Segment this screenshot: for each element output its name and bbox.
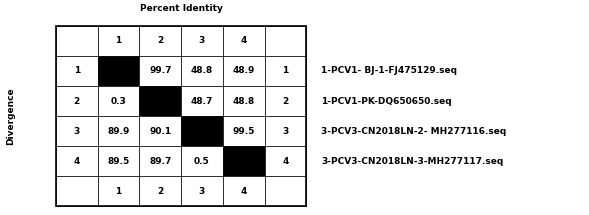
Text: 3: 3 [74,127,80,136]
Bar [140,86,181,116]
Text: 1: 1 [115,187,122,196]
Text: 2: 2 [74,97,80,106]
Text: 2: 2 [157,36,163,45]
Text: 0.3: 0.3 [111,97,127,106]
Text: 48.8: 48.8 [191,66,213,75]
Bar [223,56,264,86]
Text: 89.5: 89.5 [107,157,130,166]
Bar [98,26,140,56]
Text: 4: 4 [74,157,80,166]
Bar [140,176,181,206]
Bar [56,176,98,206]
Bar [140,116,181,146]
Bar [98,56,140,86]
Text: Divergence: Divergence [6,87,15,145]
Bar [223,86,264,116]
Text: 89.7: 89.7 [149,157,171,166]
Text: 4: 4 [240,36,247,45]
Text: 1: 1 [74,66,80,75]
Bar [98,176,140,206]
Text: 48.9: 48.9 [233,66,255,75]
Bar [264,116,306,146]
Text: 3-PCV3-CN2018LN-3-MH277117.seq: 3-PCV3-CN2018LN-3-MH277117.seq [321,157,503,166]
Bar [223,146,264,176]
Bar [223,26,264,56]
Bar [56,86,98,116]
Text: 3: 3 [282,127,289,136]
Text: Percent Identity: Percent Identity [140,4,223,13]
Text: 99.7: 99.7 [149,66,171,75]
Bar [223,176,264,206]
Bar [140,26,181,56]
Bar [264,146,306,176]
Text: 1-PCV1- BJ-1-FJ475129.seq: 1-PCV1- BJ-1-FJ475129.seq [321,66,457,75]
Bar [56,146,98,176]
Bar [98,86,140,116]
Bar [264,86,306,116]
Text: 2: 2 [157,187,163,196]
Text: 4: 4 [240,187,247,196]
Bar [181,176,223,206]
Text: 3: 3 [199,36,205,45]
Text: 1: 1 [282,66,289,75]
Bar [56,56,98,86]
Bar [98,116,140,146]
Bar [264,26,306,56]
Text: 3: 3 [199,187,205,196]
Text: 48.8: 48.8 [233,97,255,106]
Bar [264,56,306,86]
Bar [140,146,181,176]
Bar [140,56,181,86]
Text: 2: 2 [282,97,289,106]
Bar [56,116,98,146]
Bar [181,56,223,86]
Text: 99.5: 99.5 [233,127,255,136]
Text: 4: 4 [282,157,289,166]
Bar [181,26,223,56]
Bar [181,116,223,146]
Text: 1-PCV1-PK-DQ650650.seq: 1-PCV1-PK-DQ650650.seq [321,97,452,106]
Bar [56,26,306,206]
Text: 48.7: 48.7 [191,97,213,106]
Text: 90.1: 90.1 [149,127,171,136]
Bar [223,116,264,146]
Text: 89.9: 89.9 [107,127,130,136]
Text: 0.5: 0.5 [194,157,210,166]
Text: 1: 1 [115,36,122,45]
Bar [181,86,223,116]
Bar [264,176,306,206]
Bar [98,146,140,176]
Bar [181,146,223,176]
Bar [56,26,98,56]
Text: 3-PCV3-CN2018LN-2- MH277116.seq: 3-PCV3-CN2018LN-2- MH277116.seq [321,127,507,136]
